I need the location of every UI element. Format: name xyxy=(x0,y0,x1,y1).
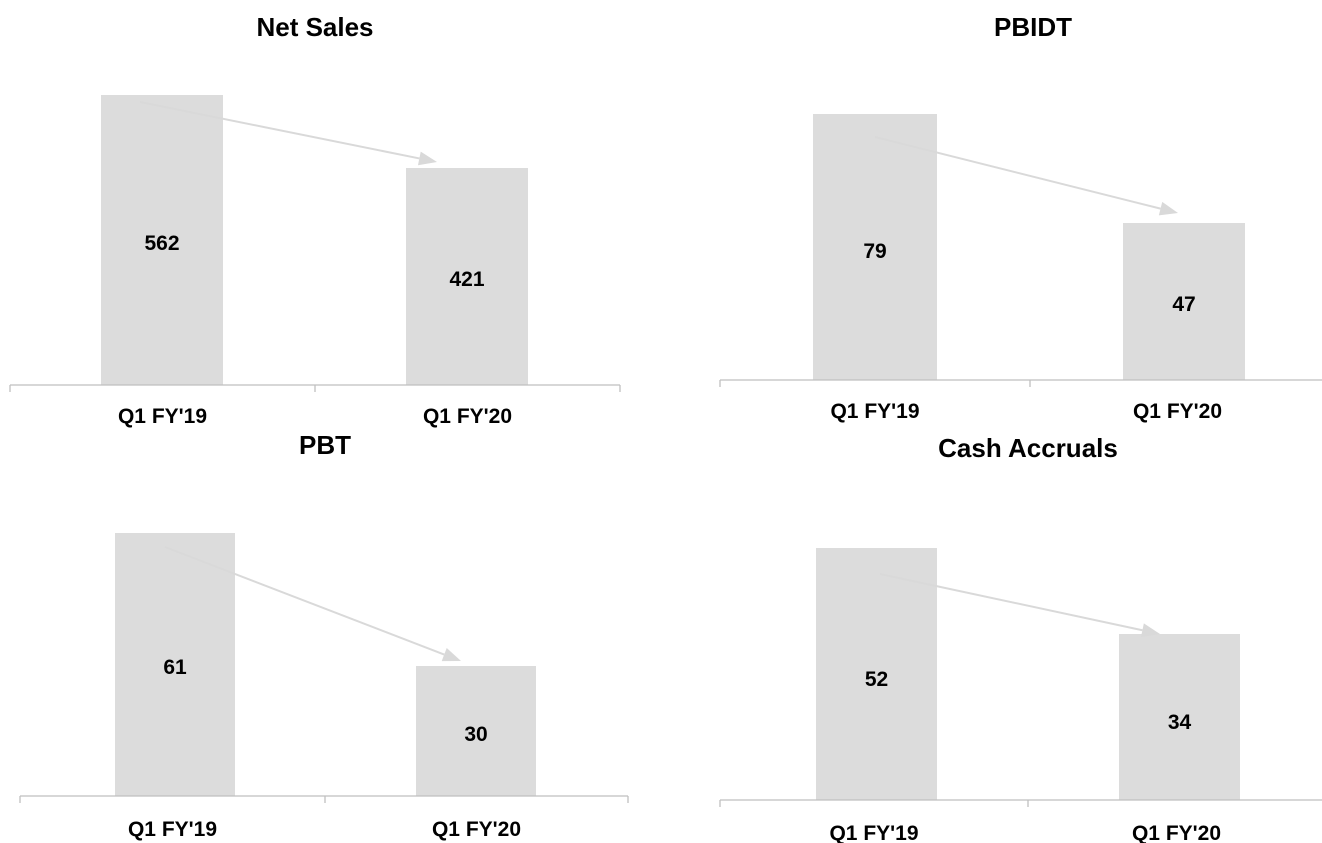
cash-accruals-bar-1 xyxy=(816,548,937,800)
cash-accruals-title: Cash Accruals xyxy=(938,433,1118,463)
pbidt-trend-arrow-head xyxy=(1158,201,1178,216)
pbt-title: PBT xyxy=(299,430,351,460)
cash-accruals-category-label-2: Q1 FY'20 xyxy=(1132,822,1221,843)
pbt-trend-arrow-head xyxy=(441,647,461,662)
pbt-trend-arrow-line xyxy=(164,546,445,656)
cash-accruals-trend-arrow-line xyxy=(879,573,1143,632)
pbt-bar-2 xyxy=(416,666,536,796)
net-sales-chart: Net Sales 562 421 Q1 FY'19 Q1 FY'20 xyxy=(9,12,621,428)
pbt-bar-1 xyxy=(115,533,235,796)
pbt-category-label-2: Q1 FY'20 xyxy=(432,818,521,841)
cash-accruals-chart: Cash Accruals 52 34 Q1 FY'19 Q1 FY'20 xyxy=(719,433,1322,843)
net-sales-bar-1 xyxy=(101,95,223,385)
cash-accruals-bar-2 xyxy=(1119,634,1240,800)
pbt-category-label-1: Q1 FY'19 xyxy=(128,818,217,841)
net-sales-category-label-1: Q1 FY'19 xyxy=(118,405,207,428)
pbidt-category-label-2: Q1 FY'20 xyxy=(1133,400,1222,423)
cash-accruals-value-label-1: 52 xyxy=(865,668,888,691)
pbidt-bar-1 xyxy=(813,114,937,380)
pbt-chart: PBT 61 30 Q1 FY'19 Q1 FY'20 xyxy=(19,430,629,841)
cash-accruals-value-label-2: 34 xyxy=(1168,711,1192,734)
pbt-value-label-1: 61 xyxy=(163,656,187,679)
pbt-value-label-2: 30 xyxy=(464,723,487,746)
net-sales-category-label-2: Q1 FY'20 xyxy=(423,405,512,428)
net-sales-value-label-2: 421 xyxy=(449,268,484,291)
pbidt-chart: PBIDT 79 47 Q1 FY'19 Q1 FY'20 xyxy=(719,12,1322,423)
net-sales-value-label-1: 562 xyxy=(144,232,179,255)
pbidt-title: PBIDT xyxy=(994,12,1072,42)
net-sales-trend-arrow-line xyxy=(139,101,420,160)
net-sales-bar-2 xyxy=(406,168,528,385)
pbidt-category-label-1: Q1 FY'19 xyxy=(830,400,919,423)
cash-accruals-category-label-1: Q1 FY'19 xyxy=(829,822,918,843)
pbidt-trend-arrow-line xyxy=(874,136,1161,210)
pbidt-value-label-1: 79 xyxy=(863,240,886,263)
net-sales-trend-arrow-head xyxy=(417,151,437,166)
net-sales-title: Net Sales xyxy=(256,12,373,42)
pbidt-value-label-2: 47 xyxy=(1172,293,1195,316)
pbidt-bar-2 xyxy=(1123,223,1245,380)
cash-accruals-trend-arrow-head xyxy=(1140,623,1160,638)
